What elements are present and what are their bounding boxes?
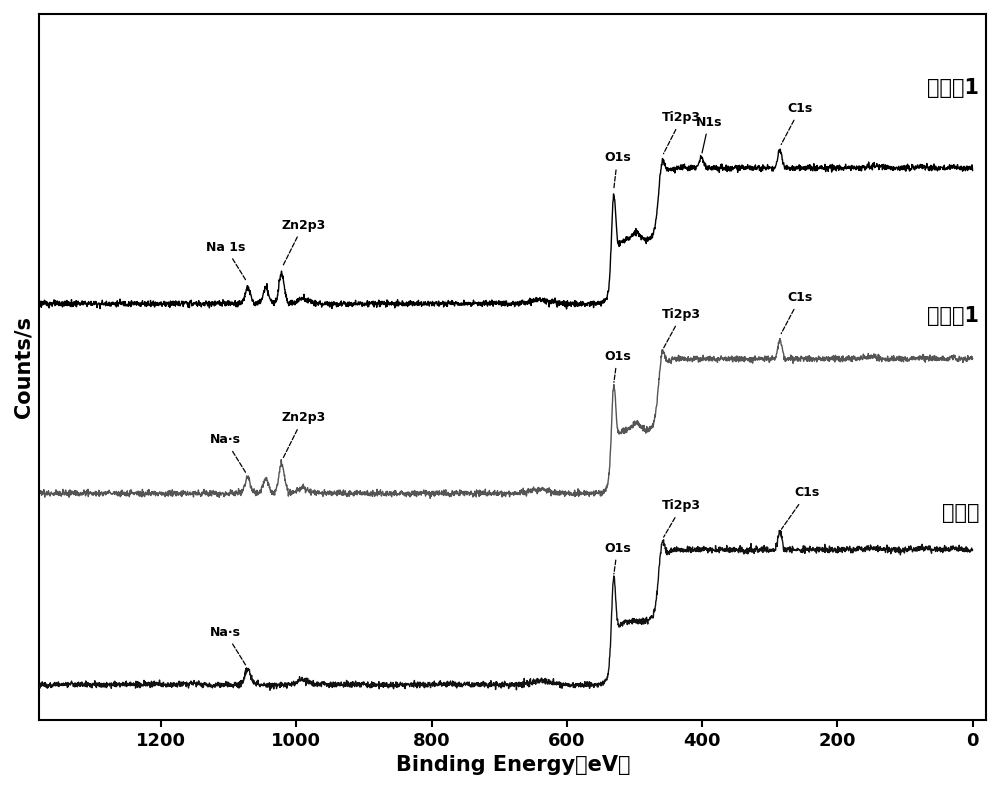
Text: Ti2p3: Ti2p3 <box>662 111 701 154</box>
Text: O1s: O1s <box>604 151 631 189</box>
Text: Ti2p3: Ti2p3 <box>662 499 701 537</box>
Text: C1s: C1s <box>781 487 820 529</box>
Text: C1s: C1s <box>781 291 813 334</box>
Text: N1s: N1s <box>696 115 722 153</box>
Text: Zn2p3: Zn2p3 <box>281 411 325 458</box>
Text: C1s: C1s <box>781 102 813 144</box>
X-axis label: Binding Energy（eV）: Binding Energy（eV） <box>396 755 630 775</box>
Text: 钓酸盐: 钓酸盐 <box>942 503 979 523</box>
Text: Ti2p3: Ti2p3 <box>662 308 701 348</box>
Text: Zn2p3: Zn2p3 <box>281 219 325 266</box>
Text: Na·s: Na·s <box>210 626 246 666</box>
Text: 实施例1: 实施例1 <box>927 77 979 98</box>
Text: O1s: O1s <box>604 541 631 574</box>
Text: 对比例1: 对比例1 <box>927 306 979 327</box>
Text: Na·s: Na·s <box>210 433 246 473</box>
Y-axis label: Counts/s: Counts/s <box>14 316 34 418</box>
Text: O1s: O1s <box>604 350 631 382</box>
Text: Na 1s: Na 1s <box>206 241 246 281</box>
